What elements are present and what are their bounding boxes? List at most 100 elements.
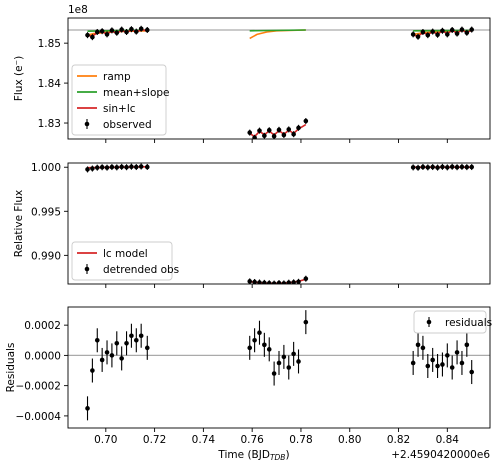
data-point: [276, 360, 282, 366]
x-tick-label: 0.80: [338, 434, 361, 446]
series-points-observed: [85, 25, 475, 139]
data-point: [144, 27, 150, 33]
data-point: [119, 356, 124, 361]
data-point: [420, 345, 426, 351]
data-point: [449, 365, 455, 370]
y-axis-label: Flux (e⁻): [13, 56, 25, 101]
data-point: [296, 279, 301, 284]
data-point: [129, 333, 134, 339]
y-tick-label: −0.0002: [15, 381, 61, 393]
data-point: [454, 350, 460, 355]
data-point: [459, 27, 465, 32]
data-point: [410, 32, 416, 37]
data-point: [445, 353, 450, 358]
legend-label: sin+lc: [103, 103, 136, 115]
data-point: [247, 130, 253, 135]
data-point: [435, 32, 440, 38]
data-point: [459, 164, 465, 170]
data-point: [90, 368, 95, 373]
legend-item: sin+lc: [77, 103, 136, 115]
legend-item: mean+slope: [77, 87, 170, 99]
legend-label: detrended obs: [103, 264, 179, 276]
data-point: [303, 319, 309, 325]
data-point: [94, 337, 100, 343]
data-point: [296, 125, 301, 131]
y-axis-label: Residuals: [5, 343, 17, 393]
data-point: [247, 279, 253, 284]
data-point: [94, 165, 100, 170]
data-point: [440, 28, 445, 34]
axes-frame: [67, 306, 491, 429]
plot-area: [68, 310, 490, 421]
data-point: [134, 164, 139, 170]
legend-item: lc model: [77, 248, 148, 260]
data-point: [425, 165, 431, 170]
data-point: [109, 28, 115, 33]
y-offset-text: 1e8: [68, 4, 88, 16]
data-point: [303, 276, 309, 282]
x-tick-label: 0.82: [387, 434, 410, 446]
data-point: [291, 131, 296, 137]
data-point: [469, 164, 475, 170]
data-point: [276, 127, 282, 133]
data-point: [266, 347, 272, 352]
x-tick-label: 0.70: [94, 434, 117, 446]
data-point: [266, 280, 272, 284]
legend: lc model detrended obs: [71, 241, 179, 281]
data-point: [435, 165, 440, 170]
plot-area: [68, 25, 490, 139]
x-tick-label: 0.72: [143, 434, 166, 446]
y-tick-label: 0.995: [31, 206, 61, 218]
data-point: [430, 357, 435, 363]
data-point: [129, 26, 134, 32]
legend-label: ramp: [103, 71, 131, 83]
data-point: [276, 280, 282, 284]
legend-box: [71, 64, 167, 136]
data-point: [134, 337, 139, 343]
data-point: [415, 34, 421, 40]
axes-frame: [67, 17, 491, 140]
data-point: [459, 360, 465, 366]
data-point: [415, 342, 421, 348]
data-point: [90, 166, 95, 171]
data-point: [144, 164, 150, 170]
data-point: [271, 371, 277, 376]
data-point: [104, 350, 110, 355]
legend-item: detrended obs: [84, 264, 179, 276]
y-tick-label: 0.0002: [24, 320, 61, 332]
data-point: [104, 165, 110, 170]
legend-marker: [84, 121, 90, 127]
data-point: [445, 32, 450, 37]
data-point: [114, 341, 120, 346]
data-point: [281, 281, 287, 284]
data-point: [138, 164, 144, 169]
legend-item: observed: [84, 119, 152, 131]
data-point: [281, 354, 287, 360]
legend-item: ramp: [77, 71, 131, 83]
data-point: [262, 133, 267, 139]
legend: ramp mean+slope sin+lc observed: [71, 64, 170, 136]
x-tick-label: 0.84: [436, 434, 460, 446]
data-point: [286, 127, 292, 132]
data-point: [469, 369, 475, 375]
data-point: [257, 280, 262, 284]
y-tick-label: 1.83: [38, 118, 61, 130]
x-axis-label: Time (BJDTDB): [217, 449, 289, 462]
data-point: [114, 165, 120, 170]
x-tick-label: 0.74: [192, 434, 216, 446]
legend-label: residuals: [445, 317, 492, 329]
legend-marker: [426, 319, 432, 325]
data-point: [286, 365, 292, 370]
y-tick-label: −0.0004: [15, 411, 61, 423]
data-point: [104, 32, 110, 37]
data-point: [435, 363, 440, 369]
data-point: [430, 164, 435, 170]
y-tick-label: 0.990: [31, 250, 61, 262]
data-point: [445, 165, 450, 170]
data-point: [420, 29, 426, 35]
data-point: [410, 360, 416, 366]
legend-label: observed: [103, 119, 152, 131]
data-point: [449, 27, 455, 33]
data-point: [469, 27, 475, 32]
